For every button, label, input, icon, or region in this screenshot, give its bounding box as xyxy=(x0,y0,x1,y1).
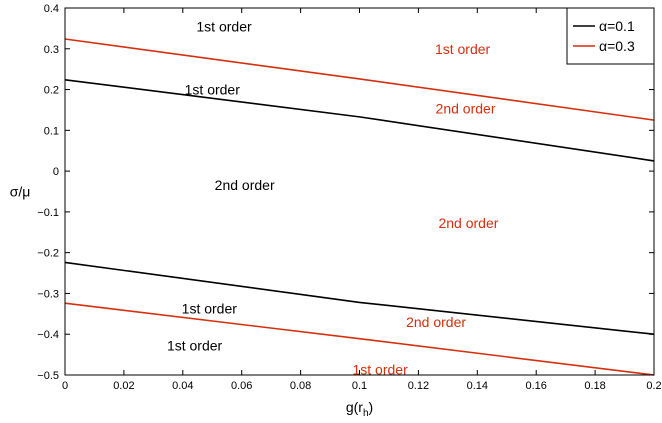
x-tick-label: 0.14 xyxy=(467,380,488,392)
y-tick-label: −0.5 xyxy=(37,370,59,382)
series-line-1-lower xyxy=(64,261,655,336)
x-axis-label: g(rh) xyxy=(346,399,373,419)
x-tick-label: 0 xyxy=(62,380,68,392)
y-tick-label: −0.2 xyxy=(37,248,59,260)
x-tick-label: 0.12 xyxy=(408,380,429,392)
legend: α=0.1 α=0.3 xyxy=(566,7,655,65)
x-tick-label: 0.16 xyxy=(525,380,546,392)
series-line-2-lower xyxy=(64,302,655,376)
y-tick-label: −0.4 xyxy=(37,329,59,341)
x-axis-label-subscript: h xyxy=(363,408,369,419)
x-tick-label: 0.08 xyxy=(290,380,311,392)
y-axis-label: σ/μ xyxy=(10,184,31,200)
region-annotation: 1st order xyxy=(182,301,238,317)
legend-entry: α=0.1 xyxy=(599,18,635,34)
x-tick-label: 0.1 xyxy=(352,380,367,392)
region-annotation: 1st order xyxy=(196,18,252,34)
x-tick-label: 0.18 xyxy=(584,380,605,392)
region-annotation: 2nd order xyxy=(406,314,466,330)
axis-ticks xyxy=(64,7,655,376)
region-annotation: 1st order xyxy=(352,362,408,378)
x-tick-label: 0.2 xyxy=(646,380,661,392)
y-tick-label: −0.3 xyxy=(37,288,59,300)
legend-entry: α=0.3 xyxy=(599,38,635,54)
y-tick-label: −0.1 xyxy=(37,207,59,219)
x-tick-label: 0.02 xyxy=(113,380,134,392)
y-tick-label: 0.3 xyxy=(44,44,59,56)
plot-frame xyxy=(64,7,655,376)
series-line-1-upper xyxy=(64,78,655,162)
region-annotation: 1st order xyxy=(435,41,491,57)
region-annotation: 1st order xyxy=(167,338,223,354)
axis-tick-labels: 0 0.02 0.04 0.06 0.08 0.1 0.12 0.14 0.16 0.18 0.2 −… xyxy=(37,3,661,392)
region-annotations: 1st order 1st order 1st order 2nd order 2nd … xyxy=(167,18,499,377)
y-tick-label: 0 xyxy=(53,166,59,178)
series-lines xyxy=(64,38,655,376)
region-annotation: 2nd order xyxy=(215,177,275,193)
region-annotation: 1st order xyxy=(185,82,241,98)
x-tick-label: 0.06 xyxy=(231,380,252,392)
y-tick-label: 0.4 xyxy=(44,3,59,15)
legend-box xyxy=(566,7,655,65)
series-line-2-upper xyxy=(64,38,655,121)
y-tick-label: 0.1 xyxy=(44,125,59,137)
region-annotation: 2nd order xyxy=(436,100,496,116)
region-annotation: 2nd order xyxy=(438,215,498,231)
x-tick-label: 0.04 xyxy=(172,380,193,392)
x-axis-label-close: ) xyxy=(369,399,374,415)
y-tick-label: 0.2 xyxy=(44,85,59,97)
